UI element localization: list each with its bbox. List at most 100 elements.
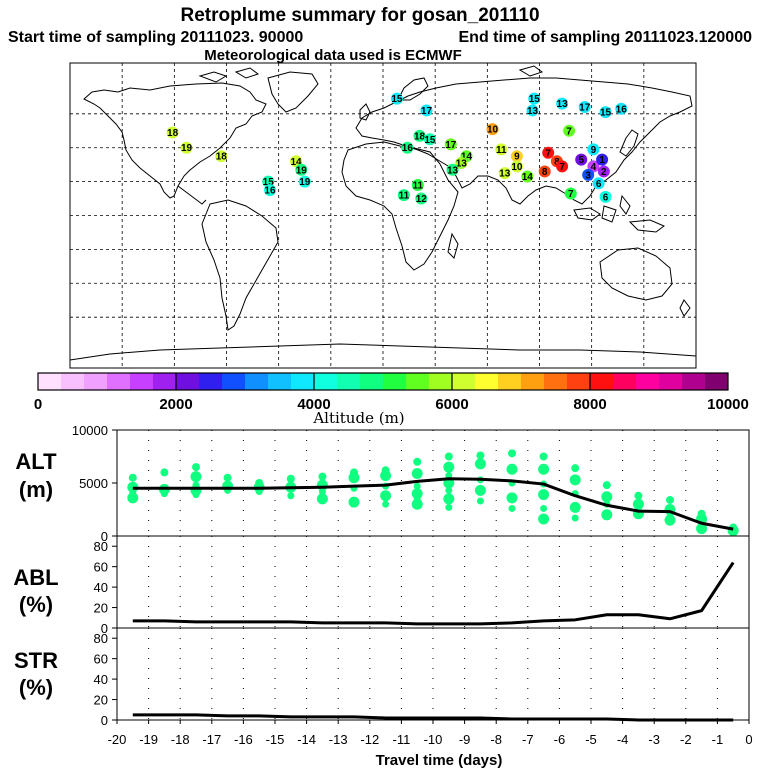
altitude-cluster-point	[316, 493, 328, 505]
altitude-cluster-point	[411, 467, 423, 479]
map-marker-label: 8	[554, 157, 560, 168]
panel-ylabel: ABL	[13, 565, 58, 590]
altitude-cluster-point	[380, 490, 392, 502]
map-marker-label: 9	[514, 152, 520, 163]
map-marker: 18	[413, 129, 426, 142]
map-marker: 13	[526, 104, 539, 117]
map-marker-label: 1	[599, 155, 605, 166]
map-marker-label: 19	[299, 177, 311, 188]
altitude-cluster-point	[413, 457, 422, 466]
altitude-cluster-point	[508, 449, 516, 458]
map-marker: 19	[180, 141, 193, 154]
map-marker-dot	[298, 175, 311, 188]
altitude-cluster-point	[160, 490, 168, 498]
map-marker-dot	[444, 138, 457, 151]
y-tick-label: 5000	[79, 476, 108, 491]
map-marker-dot	[498, 167, 511, 180]
map-marker: 9	[587, 143, 600, 156]
map-marker-dot	[538, 165, 551, 178]
map-marker-dot	[596, 153, 609, 166]
panel-alt: 0 5000 10000 ALT (m)	[15, 423, 750, 544]
panel-ylabel: (%)	[19, 592, 53, 617]
colorbar-cell	[176, 373, 200, 390]
map-marker-dot	[597, 165, 610, 178]
map-marker-label: 14	[461, 152, 473, 163]
map-marker-label: 7	[559, 162, 565, 173]
colorbar-cell	[475, 373, 499, 390]
altitude-cluster-point	[634, 491, 643, 500]
map-marker-label: 18	[414, 131, 426, 142]
x-tick-label: -7	[522, 732, 534, 747]
map-marker-label: 9	[591, 145, 597, 156]
y-tick-label: 60	[94, 652, 108, 667]
map-marker-label: 19	[181, 143, 193, 154]
x-tick-label: -20	[108, 732, 127, 747]
colorbar-cell	[268, 373, 292, 390]
altitude-cluster-point	[538, 513, 550, 525]
altitude-cluster-point	[348, 496, 360, 508]
map-marker-dot	[486, 123, 499, 136]
map-marker-dot	[582, 168, 595, 181]
map-marker-dot	[563, 124, 576, 137]
map-marker-dot	[446, 163, 459, 176]
altitude-cluster-point	[127, 492, 139, 504]
altitude-cluster-point	[128, 473, 137, 482]
x-tick-label: -5	[585, 732, 597, 747]
altitude-cluster-point	[506, 492, 518, 504]
map-marker-dot	[420, 104, 433, 117]
map-marker: 17	[444, 138, 457, 151]
colorbar-label: Altitude (m)	[312, 409, 404, 427]
map-marker-dot	[510, 150, 523, 163]
map-marker-label: 13	[557, 99, 569, 110]
colorbar-cell	[61, 373, 85, 390]
colorbar-cell	[613, 373, 637, 390]
map-marker: 15	[528, 92, 541, 105]
end-time-label: End time of sampling 20111023.120000	[459, 29, 753, 46]
altitude-cluster-point	[569, 501, 581, 513]
colorbar-cell	[567, 373, 591, 390]
altitude-cluster-point	[571, 514, 579, 522]
map-marker-label: 14	[290, 157, 302, 168]
colorbar-cell	[682, 373, 706, 390]
altitude-cluster-point	[571, 464, 580, 473]
altitude-cluster-point	[540, 504, 548, 512]
map-marker-dot	[564, 187, 577, 200]
map-marker-label: 18	[216, 152, 228, 163]
map-marker-label: 15	[391, 94, 403, 105]
map-marker: 13	[556, 97, 569, 110]
altitude-cluster-point	[445, 486, 453, 494]
y-tick-label: 10000	[72, 423, 108, 438]
map-marker-label: 3	[585, 170, 591, 181]
colorbar-cell	[705, 373, 729, 390]
map-marker-label: 13	[447, 165, 459, 176]
map-marker-label: 11	[399, 191, 410, 202]
map-marker-dot	[423, 133, 436, 146]
altitude-cluster-point	[443, 493, 455, 505]
x-tick-label: -8	[490, 732, 502, 747]
time-series-panels: 0500010000ALT(m)020406080ABL(%)020406080…	[13, 423, 752, 768]
y-tick-label: 0	[101, 713, 108, 728]
start-time-label: Start time of sampling 20111023. 90000	[8, 29, 303, 46]
map-marker-label: 12	[416, 194, 428, 205]
met-data-label: Meteorological data used is ECMWF	[204, 47, 462, 64]
colorbar-tick-label: 0	[34, 396, 42, 413]
colorbar-tick-label: 6000	[435, 396, 468, 413]
map-marker-dot	[510, 160, 523, 173]
altitude-cluster-point	[318, 487, 326, 495]
map-marker-dot	[390, 92, 403, 105]
panel-frame	[116, 535, 750, 629]
colorbar-cell	[429, 373, 453, 390]
x-tick-label: -4	[617, 732, 629, 747]
map-marker: 8	[538, 165, 551, 178]
colorbar-cell	[199, 373, 223, 390]
altitude-cluster-point	[602, 481, 611, 490]
altitude-cluster-point	[538, 463, 550, 475]
x-tick-label: -3	[648, 732, 660, 747]
map-marker: 16	[615, 102, 628, 115]
altitude-cluster-point	[601, 509, 613, 521]
map-marker-label: 13	[456, 158, 468, 169]
altitude-cluster-point	[192, 463, 200, 472]
y-tick-label: 0	[101, 529, 108, 544]
altitude-cluster-point	[411, 488, 423, 500]
map-marker: 12	[415, 192, 428, 205]
